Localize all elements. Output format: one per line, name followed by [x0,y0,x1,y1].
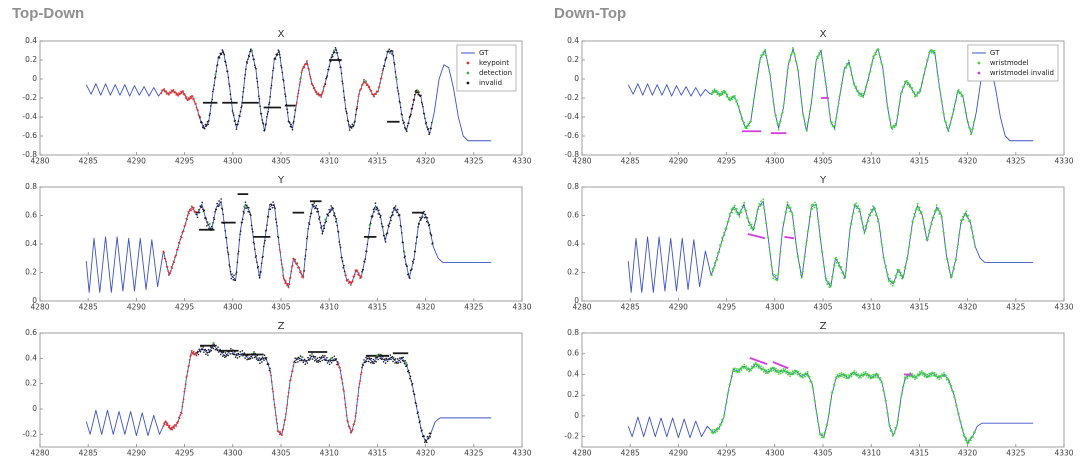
chart-top-down-x [4,26,532,172]
chart-down-top-x [546,26,1074,172]
chart-top-down-z [4,318,532,464]
panel-down-top: Down-Top [544,2,1078,470]
panel-title-top-down: Top-Down [12,5,85,22]
chart-down-top-y [546,172,1074,318]
panel-title-down-top: Down-Top [554,5,627,22]
panel-top-down: Top-Down [2,2,536,470]
chart-top-down-y [4,172,532,318]
chart-down-top-z [546,318,1074,464]
